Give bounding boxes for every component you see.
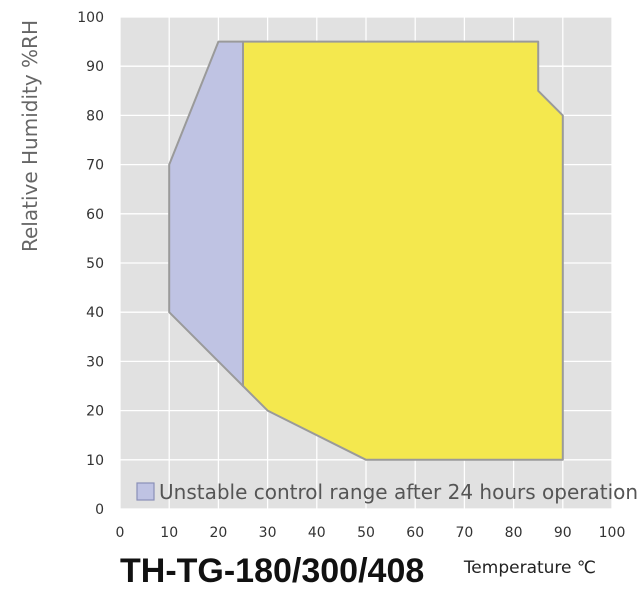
- x-tick-label: 10: [160, 525, 178, 541]
- x-tick-label: 80: [505, 525, 523, 541]
- regions: [168, 40, 564, 461]
- legend-label-unstable: Unstable control range after 24 hours op…: [159, 480, 638, 504]
- x-tick-label: 40: [308, 525, 326, 541]
- x-tick-label: 20: [209, 525, 227, 541]
- y-tick-label: 30: [86, 354, 104, 370]
- y-tick-label: 80: [86, 108, 104, 124]
- x-tick-label: 90: [554, 525, 572, 541]
- region-unstable: [168, 40, 244, 387]
- y-tick-label: 60: [86, 207, 104, 223]
- x-tick-label: 70: [455, 525, 473, 541]
- y-tick-label: 90: [86, 59, 104, 75]
- y-tick-label: 10: [86, 453, 104, 469]
- y-tick-labels: 0 10 20 30 40 50 60 70 80 90 100: [77, 10, 104, 518]
- y-tick-label: 40: [86, 305, 104, 321]
- region-stable: [242, 40, 564, 461]
- x-tick-label: 100: [599, 525, 626, 541]
- legend: Unstable control range after 24 hours op…: [136, 480, 638, 504]
- legend-swatch-unstable: [136, 482, 155, 501]
- y-tick-label: 0: [95, 502, 104, 518]
- y-tick-label: 70: [86, 158, 104, 174]
- x-tick-label: 0: [116, 525, 125, 541]
- y-axis-label: Relative Humidity %RH: [18, 20, 42, 252]
- chart-title: TH-TG-180/300/408: [120, 552, 424, 590]
- y-tick-label: 100: [77, 10, 104, 26]
- x-tick-labels: 0 10 20 30 40 50 60 70 80 90 100: [116, 525, 626, 541]
- y-tick-label: 20: [86, 404, 104, 420]
- x-tick-label: 60: [406, 525, 424, 541]
- x-tick-label: 50: [357, 525, 375, 541]
- y-tick-label: 50: [86, 256, 104, 272]
- x-axis-label: Temperature ℃: [463, 558, 596, 578]
- x-tick-label: 30: [259, 525, 277, 541]
